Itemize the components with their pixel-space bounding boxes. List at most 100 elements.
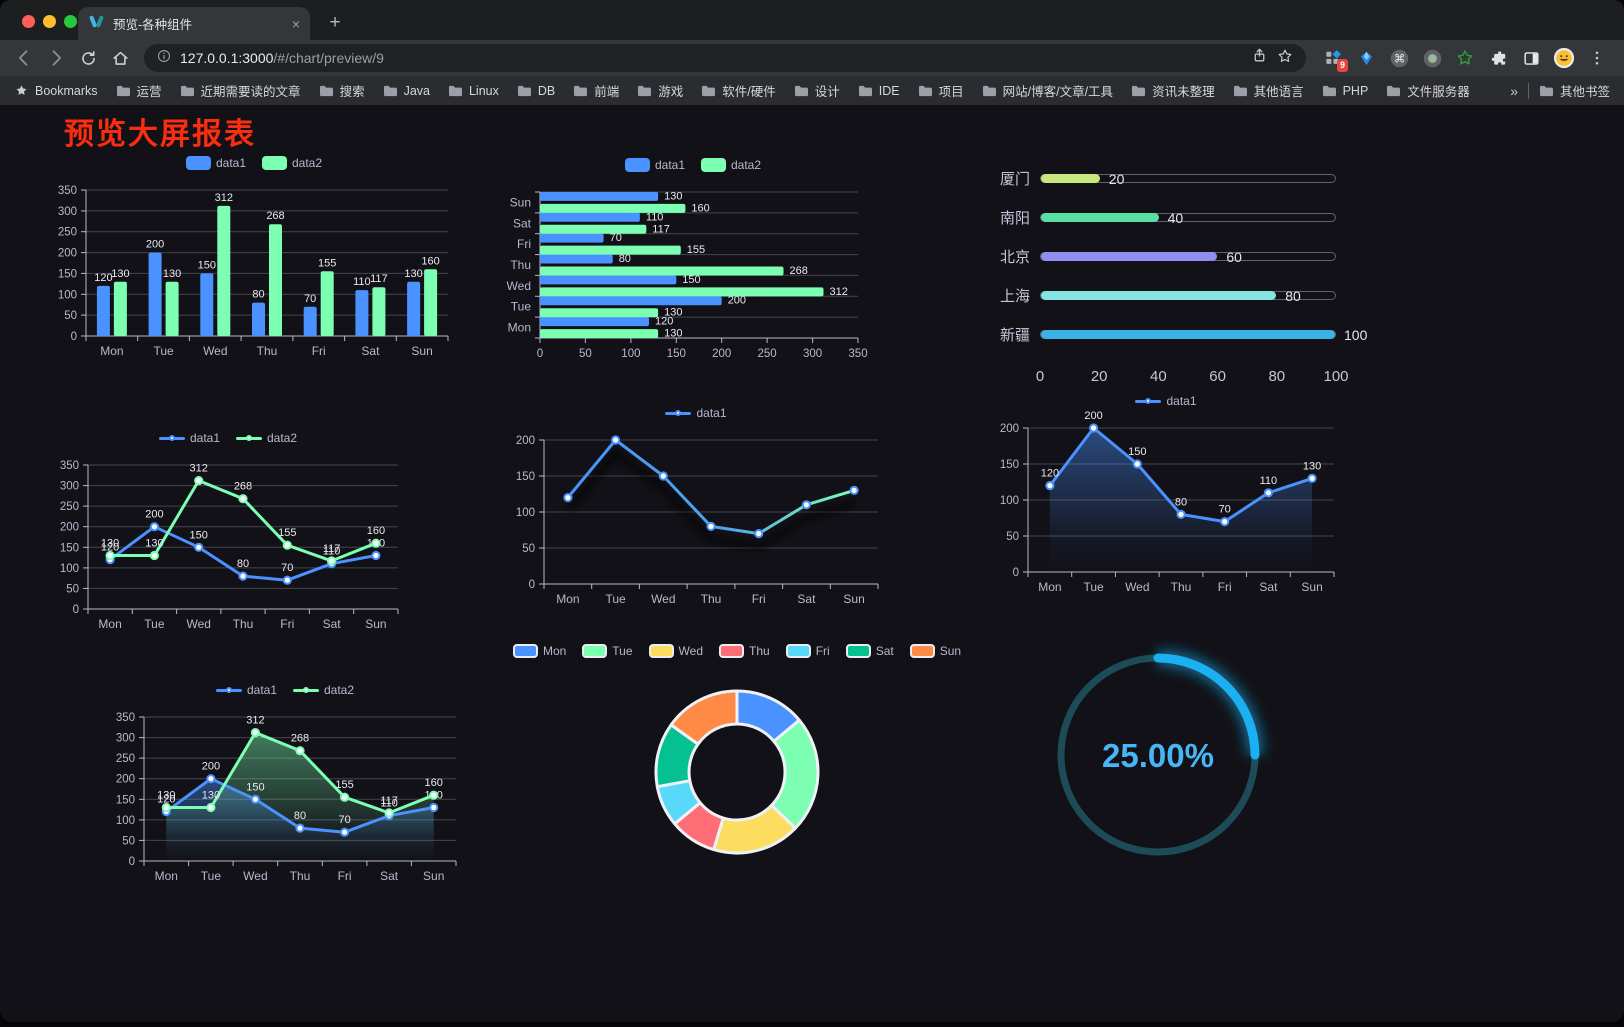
bookmark-folder[interactable]: Java	[383, 81, 430, 100]
svg-text:250: 250	[116, 753, 135, 765]
bookmark-folder[interactable]: 前端	[573, 81, 619, 100]
bookmark-folder[interactable]: 网站/博客/文章/工具	[982, 81, 1113, 100]
chart-legend[interactable]: data1 data2	[46, 156, 462, 170]
share-icon[interactable]	[1251, 47, 1268, 69]
bookmark-folder[interactable]: PHP	[1322, 81, 1368, 100]
grouped-bar-chart[interactable]: data1 data2 0 50 100 150 200 250 300 350 Mon Tue Wed…	[46, 150, 462, 364]
green-star-icon[interactable]	[1454, 47, 1476, 69]
back-icon[interactable]	[10, 44, 38, 72]
city-progress-chart[interactable]: 厦门 20 南阳 40 北京 60 上海 80 新疆 100 0 20 40 60 80 100	[992, 157, 1367, 393]
double-area-line-chart[interactable]: data1 data2 0 50 100 150 200 250 300 350 Mon Tue Wed…	[100, 677, 470, 889]
command-icon[interactable]: ⌘	[1388, 47, 1410, 69]
tab-close-icon[interactable]: ×	[291, 15, 300, 32]
bookmarks-root[interactable]: Bookmarks	[14, 83, 98, 98]
gem-icon[interactable]	[1355, 47, 1377, 69]
gradient-line-chart[interactable]: data1 0 50 100 150 200 Mon Tue Wed Thu Fri Sat Sun	[500, 400, 892, 612]
chart-legend[interactable]: data1 data2	[100, 683, 470, 697]
legend-item[interactable]: data2	[701, 158, 761, 172]
double-area-line-canvas[interactable]: 0 50 100 150 200 250 300 350 Mon Tue Wed Thu Fri Sat S…	[100, 677, 470, 889]
progress-row[interactable]: 新疆 100	[992, 315, 1367, 354]
bookmark-folder[interactable]: 运营	[116, 81, 162, 100]
screen-record-icon[interactable]	[1421, 47, 1443, 69]
legend-item[interactable]: Tue	[582, 644, 633, 658]
legend-item[interactable]: data1	[185, 156, 246, 170]
week-donut-chart[interactable]: Mon Tue Wed Thu Fri Sat Sun	[512, 638, 961, 894]
svg-text:130: 130	[664, 328, 682, 340]
reload-icon[interactable]	[74, 44, 102, 72]
legend-item[interactable]: Sat	[845, 644, 894, 658]
info-icon[interactable]	[156, 48, 172, 69]
legend-item[interactable]: data2	[262, 156, 322, 170]
svg-text:120: 120	[157, 794, 175, 806]
progress-track: 40	[1040, 210, 1336, 226]
donut-canvas[interactable]	[617, 652, 857, 892]
legend-item[interactable]: Sun	[909, 644, 961, 658]
traffic-minimize[interactable]	[43, 15, 56, 28]
chart-legend[interactable]: data1	[500, 406, 892, 420]
progress-row[interactable]: 北京 60	[992, 237, 1364, 276]
puzzle-icon[interactable]	[1487, 47, 1509, 69]
gauge-canvas[interactable]: 25.00%	[1038, 635, 1278, 875]
svg-text:150: 150	[246, 781, 264, 793]
bookmark-folder[interactable]: 搜索	[319, 81, 365, 100]
extensions-grid-icon[interactable]: 9	[1322, 47, 1348, 72]
traffic-close[interactable]	[22, 15, 35, 28]
emoji-avatar[interactable]	[1553, 47, 1575, 69]
grouped-bar-horizontal-canvas[interactable]: Mon Tue Wed Thu Fri Sat Sun 0 50 100 150 200 250 300 3…	[498, 152, 888, 366]
legend-item[interactable]: Wed	[648, 644, 703, 658]
legend-item[interactable]: data1	[624, 158, 685, 172]
menu-dots-icon[interactable]	[1586, 47, 1608, 69]
bookmark-folder[interactable]: DB	[517, 81, 555, 100]
bookmark-folder[interactable]: 文件服务器	[1386, 81, 1470, 100]
chart-legend[interactable]: data1 data2	[44, 431, 412, 445]
legend-item[interactable]: data2	[236, 431, 297, 445]
legend-item[interactable]: Fri	[785, 644, 830, 658]
bookmark-folder[interactable]: 其他语言	[1233, 81, 1304, 100]
area-line-chart[interactable]: data1 0 50 100 150 200 Mon Tue Wed Thu Fri Sat Sun 12…	[984, 388, 1348, 600]
browser-tab[interactable]: 预览-各种组件 ×	[78, 7, 310, 40]
bookmark-folder[interactable]: 近期需要读的文章	[180, 81, 301, 100]
svg-text:80: 80	[619, 253, 631, 265]
bookmarks-overflow-icon[interactable]: »	[1510, 82, 1518, 99]
bookmark-folder[interactable]: 游戏	[637, 81, 683, 100]
svg-text:Wed: Wed	[1125, 580, 1149, 594]
progress-row[interactable]: 厦门 20	[992, 159, 1364, 198]
bookmark-folder[interactable]: 项目	[918, 81, 964, 100]
svg-text:Tue: Tue	[153, 344, 174, 358]
bookmark-folder[interactable]: Linux	[448, 81, 499, 100]
progress-row[interactable]: 上海 80	[992, 276, 1364, 315]
legend-item[interactable]: Mon	[512, 644, 566, 658]
area-line-canvas[interactable]: 0 50 100 150 200 Mon Tue Wed Thu Fri Sat Sun 120 200 1…	[984, 388, 1348, 600]
gradient-line-canvas[interactable]: 0 50 100 150 200 Mon Tue Wed Thu Fri Sat Sun	[500, 400, 892, 612]
legend-swatch	[701, 158, 726, 172]
chart-legend[interactable]: Mon Tue Wed Thu Fri Sat Sun	[512, 644, 961, 658]
forward-icon[interactable]	[42, 44, 70, 72]
legend-item[interactable]: data1	[215, 683, 277, 697]
legend-item[interactable]: data1	[665, 406, 727, 420]
horizontal-bar-chart[interactable]: data1 data2 Mon Tue Wed Thu Fri Sat Sun 0 50 100 150…	[498, 152, 888, 366]
grouped-bar-canvas[interactable]: 0 50 100 150 200 250 300 350 Mon Tue Wed Thu Fri Sat S…	[46, 150, 462, 364]
new-tab-button[interactable]: +	[329, 12, 341, 33]
bookmark-folder[interactable]: IDE	[858, 81, 900, 100]
legend-swatch	[185, 156, 211, 170]
chart-legend[interactable]: data1	[984, 394, 1348, 408]
legend-item[interactable]: data1	[1135, 394, 1197, 408]
progress-row[interactable]: 南阳 40	[992, 198, 1364, 237]
url-bar[interactable]: 127.0.0.1:3000/#/chart/preview/9	[144, 44, 1306, 72]
home-icon[interactable]	[106, 44, 134, 72]
other-bookmarks[interactable]: 其他书签	[1539, 81, 1610, 100]
traffic-zoom[interactable]	[64, 15, 77, 28]
bookmark-folder[interactable]: 软件/硬件	[701, 81, 776, 100]
double-line-canvas[interactable]: 0 50 100 150 200 250 300 350 Mon Tue Wed Thu Fri Sat S…	[44, 425, 412, 637]
bookmark-folder[interactable]: 设计	[794, 81, 840, 100]
legend-item[interactable]: data2	[293, 683, 354, 697]
legend-item[interactable]: data1	[158, 431, 220, 445]
side-panel-icon[interactable]	[1520, 47, 1542, 69]
percent-gauge-chart[interactable]: 25.00%	[1038, 635, 1278, 875]
chart-legend[interactable]: data1 data2	[498, 158, 888, 172]
bookmark-star-icon[interactable]	[1276, 47, 1294, 70]
bookmark-folder[interactable]: 资讯未整理	[1131, 81, 1215, 100]
pie-slice-Sun[interactable]	[669, 689, 739, 746]
legend-item[interactable]: Thu	[719, 644, 770, 658]
double-line-chart[interactable]: data1 data2 0 50 100 150 200 250 300 350 Mon Tue Wed…	[44, 425, 412, 637]
